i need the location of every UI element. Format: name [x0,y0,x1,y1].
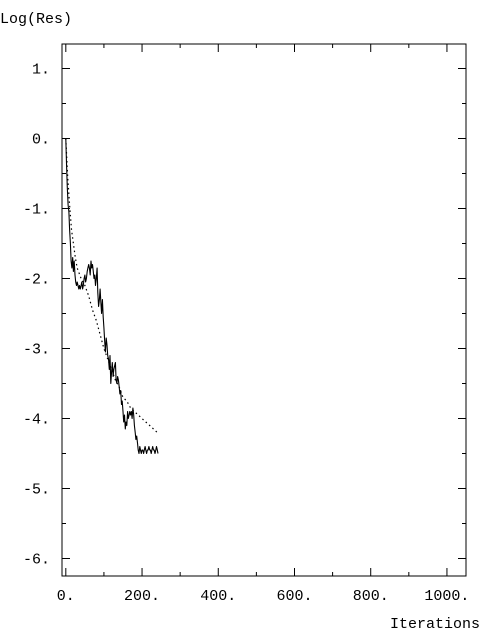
y-tick-label: 0. [32,132,50,149]
x-tick-label: 400. [200,588,236,605]
y-tick-label: -5. [23,482,50,499]
x-tick-label: 200. [124,588,160,605]
x-tick-label: 1000. [424,588,469,605]
y-axis-label: Log(Res) [0,11,72,28]
x-tick-label: 600. [276,588,312,605]
series-lines [65,138,159,455]
series-line-dotted [65,138,158,433]
x-tick-label: 0. [57,588,75,605]
y-tick-label: -4. [23,412,50,429]
x-tick-label: 800. [353,588,389,605]
y-tick-label: -6. [23,552,50,569]
y-tick-label: -3. [23,342,50,359]
series-line-solid [65,138,159,455]
x-axis-label: Iterations [390,616,480,633]
y-tick-label: -2. [23,272,50,289]
y-tick-label: 1. [32,62,50,79]
y-tick-label: -1. [23,202,50,219]
plot-frame [61,43,467,577]
tick-labels: 0. 200. 400. 600. 800. 1000. 1. 0. -1. -2. -3. -4. -… [23,62,469,606]
axis-ticks [62,44,466,576]
